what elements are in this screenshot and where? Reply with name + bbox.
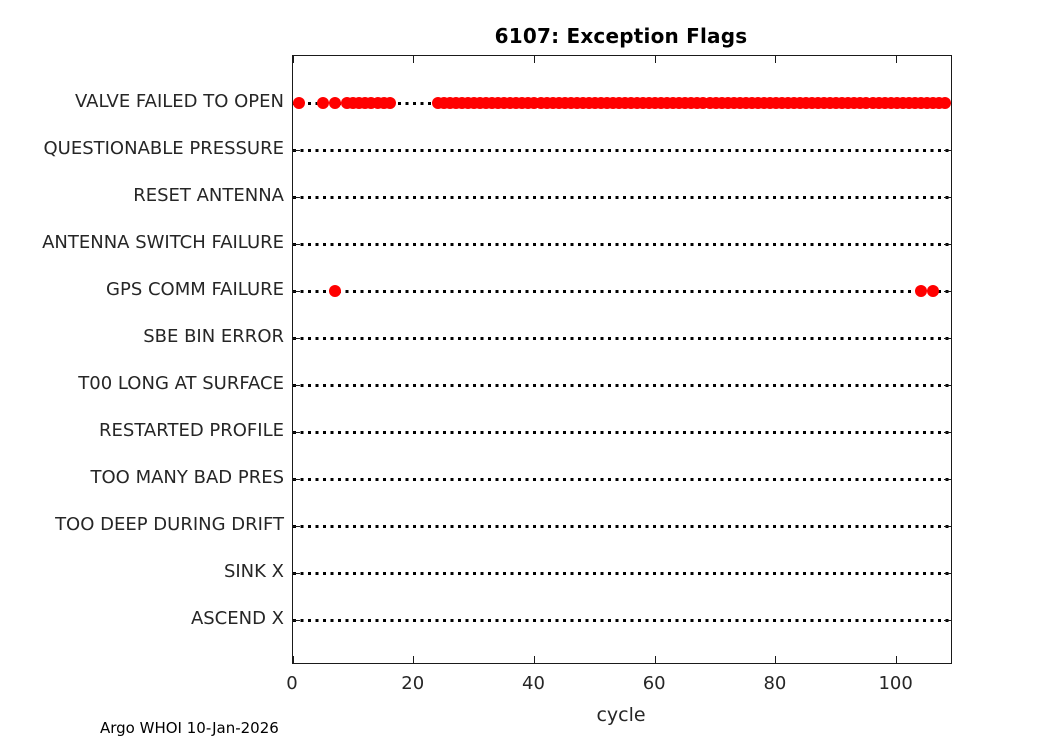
- y-category-label: SBE BIN ERROR: [143, 326, 284, 347]
- footer-annotation: Argo WHOI 10-Jan-2026: [100, 719, 279, 737]
- dotted-baseline: [293, 571, 951, 575]
- y-tick-right: [944, 384, 951, 386]
- x-axis-label: cycle: [596, 704, 646, 726]
- y-tick-left: [293, 525, 300, 527]
- x-tick-top: [413, 56, 415, 63]
- x-tick-label: 60: [642, 673, 666, 694]
- x-tick-top: [654, 56, 656, 63]
- x-tick-label: 0: [286, 673, 298, 694]
- y-category-label: T00 LONG AT SURFACE: [78, 373, 284, 394]
- dotted-baseline: [293, 524, 951, 528]
- x-tick-bottom: [654, 656, 656, 663]
- data-point: [914, 285, 927, 297]
- y-category-label: SINK X: [223, 561, 284, 582]
- x-tick-bottom: [292, 656, 294, 663]
- y-tick-left: [293, 619, 300, 621]
- x-tick-label: 20: [401, 673, 425, 694]
- y-tick-right: [944, 290, 951, 292]
- y-tick-right: [944, 196, 951, 198]
- data-point: [293, 97, 306, 109]
- y-tick-left: [293, 384, 300, 386]
- dotted-baseline: [293, 289, 951, 293]
- x-tick-label: 80: [763, 673, 787, 694]
- x-tick-top: [775, 56, 777, 63]
- y-tick-left: [293, 149, 300, 151]
- x-tick-top: [533, 56, 535, 63]
- plot-area: [292, 55, 952, 664]
- x-tick-bottom: [533, 656, 535, 663]
- y-tick-left: [293, 290, 300, 292]
- y-tick-right: [944, 478, 951, 480]
- x-tick-bottom: [413, 656, 415, 663]
- data-point: [329, 97, 342, 109]
- dotted-baseline: [293, 618, 951, 622]
- y-category-label: VALVE FAILED TO OPEN: [75, 91, 284, 112]
- x-tick-label: 40: [522, 673, 545, 694]
- x-tick-bottom: [775, 656, 777, 663]
- dotted-baseline: [293, 430, 951, 434]
- dotted-baseline: [293, 195, 951, 199]
- dotted-baseline: [293, 242, 951, 246]
- dotted-baseline: [293, 477, 951, 481]
- y-tick-left: [293, 337, 300, 339]
- y-tick-right: [944, 572, 951, 574]
- y-tick-left: [293, 431, 300, 433]
- y-tick-right: [944, 243, 951, 245]
- y-category-label: RESET ANTENNA: [133, 185, 284, 206]
- x-tick-top: [292, 56, 294, 63]
- data-point: [329, 285, 342, 297]
- y-tick-right: [944, 619, 951, 621]
- dotted-baseline: [293, 148, 951, 152]
- y-tick-left: [293, 243, 300, 245]
- y-tick-right: [944, 525, 951, 527]
- chart-title: 6107: Exception Flags: [494, 24, 748, 48]
- y-category-label: GPS COMM FAILURE: [106, 279, 284, 300]
- y-tick-right: [944, 431, 951, 433]
- y-tick-right: [944, 149, 951, 151]
- data-point: [383, 97, 396, 109]
- data-point: [938, 97, 951, 109]
- y-category-label: ASCEND X: [190, 608, 284, 629]
- y-category-label: TOO MANY BAD PRES: [90, 467, 284, 488]
- data-point: [317, 97, 330, 109]
- dotted-baseline: [293, 383, 951, 387]
- y-tick-left: [293, 572, 300, 574]
- dotted-baseline: [293, 336, 951, 340]
- x-tick-bottom: [896, 656, 898, 663]
- y-tick-left: [293, 478, 300, 480]
- y-category-label: TOO DEEP DURING DRIFT: [55, 514, 284, 535]
- y-category-label: QUESTIONABLE PRESSURE: [43, 138, 284, 159]
- x-tick-label: 100: [878, 673, 913, 694]
- data-point: [926, 285, 939, 297]
- y-category-label: ANTENNA SWITCH FAILURE: [42, 232, 284, 253]
- x-tick-top: [896, 56, 898, 63]
- y-tick-right: [944, 337, 951, 339]
- y-category-label: RESTARTED PROFILE: [99, 420, 284, 441]
- y-tick-left: [293, 196, 300, 198]
